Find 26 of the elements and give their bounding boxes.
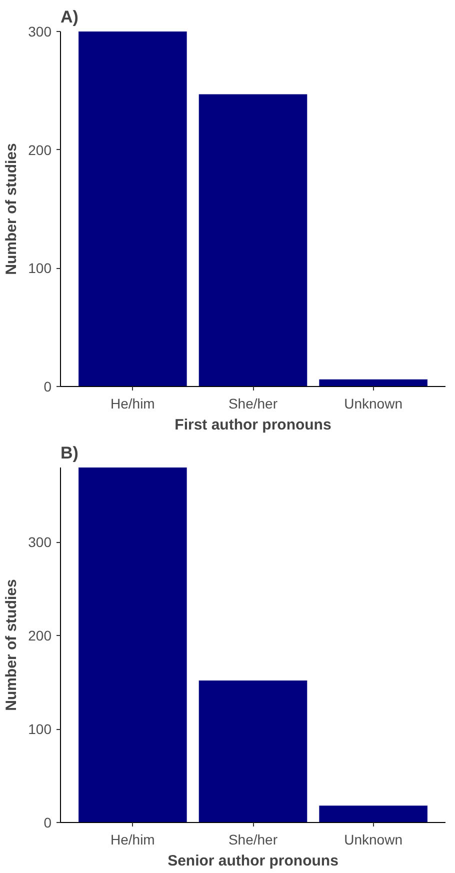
bar	[198, 680, 308, 822]
y-axis-title: Number of studies	[3, 579, 20, 711]
bar	[78, 32, 187, 386]
x-tick-label: She/her	[228, 396, 278, 412]
x-tick-label: She/her	[228, 832, 278, 848]
bar	[319, 379, 428, 386]
x-tick-label: Unknown	[344, 832, 403, 848]
y-axis-title: Number of studies	[3, 143, 20, 275]
y-tick-label: 200	[28, 142, 52, 158]
x-tick-label: He/him	[110, 832, 155, 848]
y-tick-label: 0	[44, 814, 52, 830]
y-tick-label: 200	[28, 628, 52, 644]
y-tick-label: 100	[28, 260, 52, 276]
chart-title: B)	[60, 444, 78, 462]
chart-title: A)	[60, 8, 78, 26]
bar	[198, 94, 308, 386]
x-axis-title: Senior author pronouns	[168, 852, 338, 870]
y-tick-label: 100	[28, 721, 52, 738]
y-tick-label: 0	[44, 378, 52, 394]
bar	[78, 468, 187, 822]
x-tick-label: He/him	[110, 396, 155, 412]
y-tick-label: 300	[28, 24, 52, 40]
x-axis-title: First author pronouns	[174, 416, 332, 434]
x-tick-label: Unknown	[344, 396, 403, 412]
y-tick-label: 300	[28, 534, 52, 550]
bar	[319, 806, 428, 822]
